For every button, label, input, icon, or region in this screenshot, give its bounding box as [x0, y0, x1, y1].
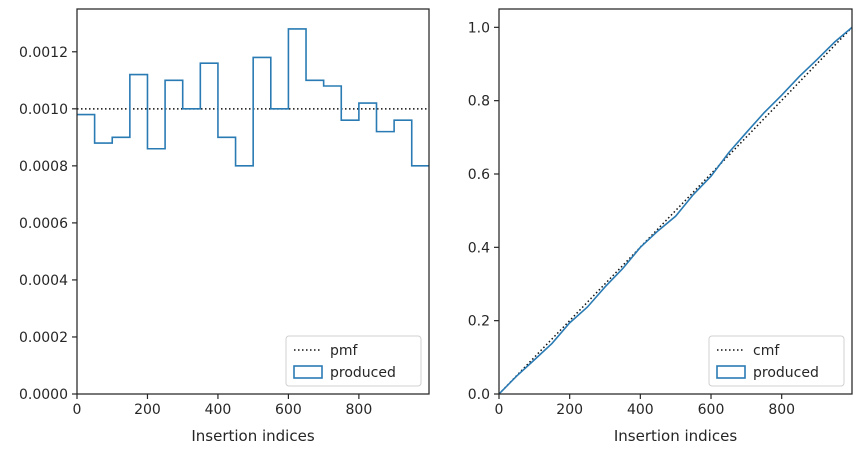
cmf-y-tick-label: 0.8: [468, 94, 490, 110]
pmf-x-tick-label: 0: [73, 402, 82, 418]
cmf-legend-label: produced: [753, 365, 819, 381]
pmf-panel: 0 200 400 600 800 0.0000 0.0002 0.0004 0.0006 0.0…: [19, 8, 430, 445]
pmf-x-tick-label: 200: [134, 402, 161, 418]
pmf-legend-label: pmf: [330, 343, 359, 359]
pmf-legend-label: produced: [330, 365, 396, 381]
cmf-y-tick-label: 0.4: [468, 240, 490, 256]
pmf-legend-handle-produced: [293, 365, 323, 379]
cmf-legend-label: cmf: [753, 343, 780, 359]
pmf-x-tick-label: 400: [205, 402, 232, 418]
pmf-y-tick-label: 0.0008: [19, 159, 68, 175]
pmf-axes-frame: [76, 8, 430, 395]
pmf-series-produced: [77, 28, 429, 167]
cmf-x-axis-label: Insertion indices: [614, 427, 737, 445]
cmf-y-tick-label: 1.0: [468, 20, 490, 36]
cmf-axes-frame: [498, 8, 853, 395]
cmf-x-tick-label: 600: [698, 402, 725, 418]
cmf-panel: 0 200 400 600 800 0.0 0.2 0.4 0.6 0.8 1.0 Insertion…: [468, 8, 853, 445]
pmf-legend-box: [285, 335, 422, 387]
cmf-x-tick-label: 400: [627, 402, 654, 418]
pmf-y-tick-label: 0.0002: [19, 330, 68, 346]
pmf-y-tick-label: 0.0000: [19, 387, 68, 403]
pmf-y-tick-label: 0.0006: [19, 216, 68, 232]
pmf-x-tick-label: 600: [275, 402, 302, 418]
cmf-legend-box: [708, 335, 845, 387]
pmf-y-tick-label: 0.0010: [19, 102, 68, 118]
cmf-y-tick-label: 0.6: [468, 167, 490, 183]
pmf-y-tick-label: 0.0004: [19, 273, 68, 289]
cmf-y-tick-label: 0.2: [468, 314, 490, 330]
cmf-series-reference: [498, 26, 853, 395]
cmf-x-tick-label: 200: [556, 402, 583, 418]
pmf-x-axis-label: Insertion indices: [191, 427, 314, 445]
pmf-y-tick-label: 0.0012: [19, 45, 68, 61]
cmf-legend-handle-produced: [716, 365, 746, 379]
cmf-y-tick-label: 0.0: [468, 387, 490, 403]
pmf-x-tick-label: 800: [346, 402, 373, 418]
cmf-series-produced: [498, 26, 853, 395]
cmf-x-tick-label: 0: [495, 402, 504, 418]
cmf-x-tick-label: 800: [768, 402, 795, 418]
